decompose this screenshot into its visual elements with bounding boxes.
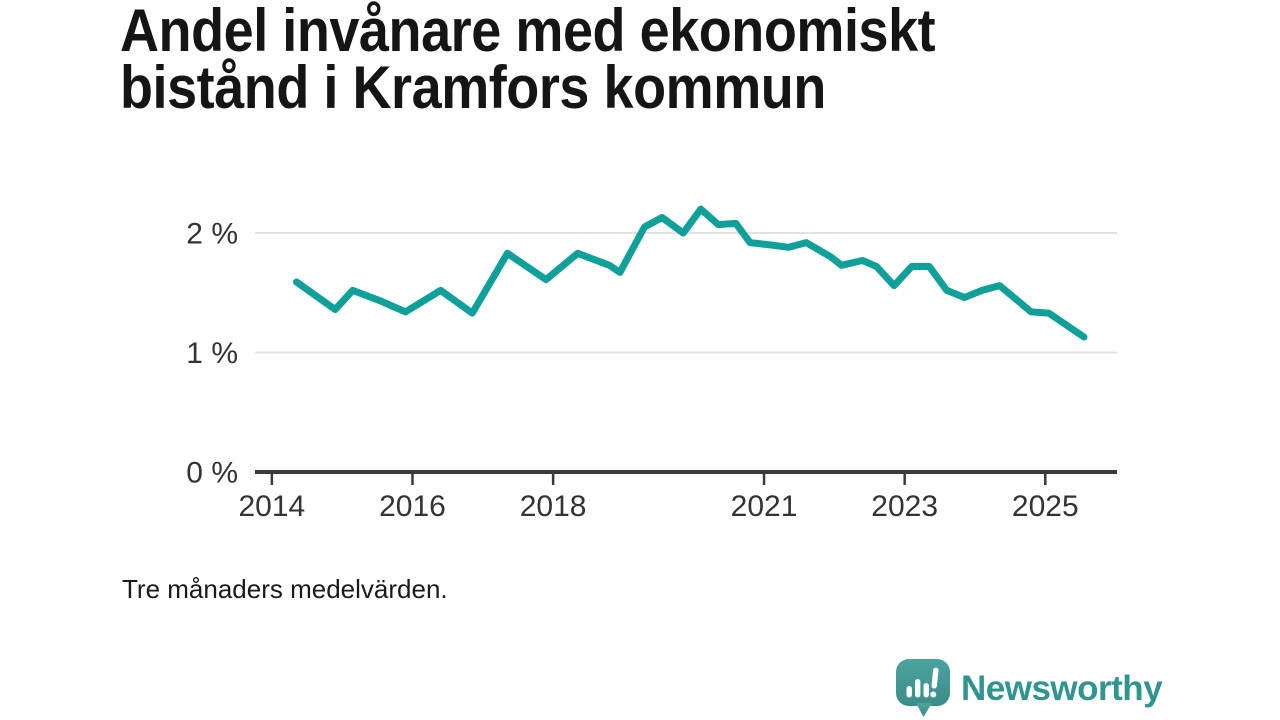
bar-chart-glyph (906, 667, 939, 698)
x-tick-label: 2018 (520, 490, 587, 523)
speech-bubble-bar-chart-icon (896, 659, 950, 717)
y-tick-label: 0 % (186, 457, 238, 490)
y-tick-label: 2 % (186, 218, 238, 251)
exclamation-glyph (930, 667, 939, 698)
x-tick-label: 2021 (731, 490, 798, 523)
chart-title: Andel invånare med ekonomiskt bistånd i … (120, 0, 936, 121)
chart-caption: Tre månaders medelvärden. (122, 574, 448, 604)
bubble-tail (916, 703, 932, 717)
data-line (293, 205, 1088, 341)
bubble-body (896, 659, 950, 706)
y-tick-label: 1 % (186, 337, 238, 370)
newsworthy-logo: Newsworthy (896, 659, 1163, 718)
x-tick-label: 2025 (1012, 490, 1079, 523)
x-tick-label: 2023 (871, 490, 938, 523)
x-tick-label: 2014 (238, 490, 305, 523)
x-tick-label: 2016 (379, 490, 446, 523)
newsworthy-wordmark: Newsworthy (961, 669, 1163, 708)
